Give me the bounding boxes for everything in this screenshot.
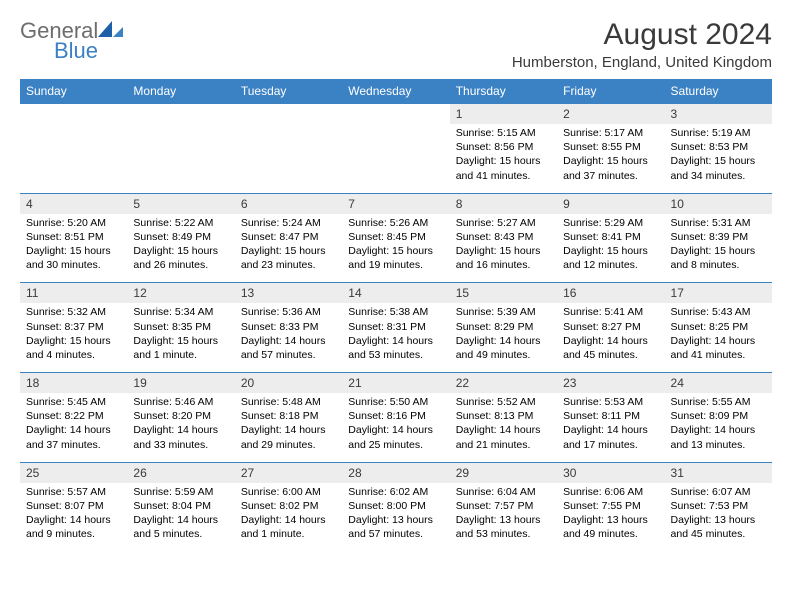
date-row: 18192021222324: [20, 373, 772, 394]
date-cell: 21: [342, 373, 449, 394]
info-cell: Sunrise: 6:07 AM Sunset: 7:53 PM Dayligh…: [665, 483, 772, 552]
date-cell: 30: [557, 462, 664, 483]
date-cell: 28: [342, 462, 449, 483]
info-cell: Sunrise: 5:50 AM Sunset: 8:16 PM Dayligh…: [342, 393, 449, 462]
info-cell: Sunrise: 5:26 AM Sunset: 8:45 PM Dayligh…: [342, 214, 449, 283]
date-cell: 12: [127, 283, 234, 304]
date-cell: 11: [20, 283, 127, 304]
info-cell: Sunrise: 5:41 AM Sunset: 8:27 PM Dayligh…: [557, 303, 664, 372]
date-cell: 2: [557, 104, 664, 125]
info-cell: [235, 124, 342, 193]
date-cell: 22: [450, 373, 557, 394]
date-cell: 20: [235, 373, 342, 394]
info-cell: Sunrise: 5:15 AM Sunset: 8:56 PM Dayligh…: [450, 124, 557, 193]
date-cell: 4: [20, 193, 127, 214]
date-cell: [235, 104, 342, 125]
info-cell: Sunrise: 5:43 AM Sunset: 8:25 PM Dayligh…: [665, 303, 772, 372]
weekday-header: Tuesday: [235, 79, 342, 104]
info-cell: Sunrise: 5:46 AM Sunset: 8:20 PM Dayligh…: [127, 393, 234, 462]
month-title: August 2024: [512, 18, 772, 52]
header: General Blue August 2024 Humberston, Eng…: [20, 18, 772, 71]
info-cell: Sunrise: 5:39 AM Sunset: 8:29 PM Dayligh…: [450, 303, 557, 372]
logo-text-blue: Blue: [54, 38, 124, 64]
info-row: Sunrise: 5:20 AM Sunset: 8:51 PM Dayligh…: [20, 214, 772, 283]
date-cell: [20, 104, 127, 125]
info-cell: Sunrise: 5:29 AM Sunset: 8:41 PM Dayligh…: [557, 214, 664, 283]
date-cell: 15: [450, 283, 557, 304]
date-cell: 8: [450, 193, 557, 214]
date-row: 11121314151617: [20, 283, 772, 304]
date-cell: 13: [235, 283, 342, 304]
calendar-table: Sunday Monday Tuesday Wednesday Thursday…: [20, 79, 772, 551]
info-cell: Sunrise: 5:24 AM Sunset: 8:47 PM Dayligh…: [235, 214, 342, 283]
date-cell: [342, 104, 449, 125]
date-cell: 14: [342, 283, 449, 304]
date-cell: 19: [127, 373, 234, 394]
weekday-header: Sunday: [20, 79, 127, 104]
date-cell: 17: [665, 283, 772, 304]
info-cell: Sunrise: 5:53 AM Sunset: 8:11 PM Dayligh…: [557, 393, 664, 462]
info-cell: Sunrise: 5:27 AM Sunset: 8:43 PM Dayligh…: [450, 214, 557, 283]
date-cell: 25: [20, 462, 127, 483]
info-cell: Sunrise: 5:59 AM Sunset: 8:04 PM Dayligh…: [127, 483, 234, 552]
date-cell: [127, 104, 234, 125]
date-cell: 9: [557, 193, 664, 214]
info-row: Sunrise: 5:15 AM Sunset: 8:56 PM Dayligh…: [20, 124, 772, 193]
date-cell: 31: [665, 462, 772, 483]
info-cell: Sunrise: 5:36 AM Sunset: 8:33 PM Dayligh…: [235, 303, 342, 372]
info-cell: Sunrise: 5:22 AM Sunset: 8:49 PM Dayligh…: [127, 214, 234, 283]
info-cell: Sunrise: 5:57 AM Sunset: 8:07 PM Dayligh…: [20, 483, 127, 552]
info-cell: Sunrise: 6:02 AM Sunset: 8:00 PM Dayligh…: [342, 483, 449, 552]
weekday-header: Saturday: [665, 79, 772, 104]
date-row: 123: [20, 104, 772, 125]
info-row: Sunrise: 5:57 AM Sunset: 8:07 PM Dayligh…: [20, 483, 772, 552]
info-cell: [342, 124, 449, 193]
info-cell: Sunrise: 6:00 AM Sunset: 8:02 PM Dayligh…: [235, 483, 342, 552]
info-cell: Sunrise: 6:04 AM Sunset: 7:57 PM Dayligh…: [450, 483, 557, 552]
location-subtitle: Humberston, England, United Kingdom: [512, 54, 772, 71]
info-cell: Sunrise: 5:31 AM Sunset: 8:39 PM Dayligh…: [665, 214, 772, 283]
date-row: 25262728293031: [20, 462, 772, 483]
info-cell: Sunrise: 5:32 AM Sunset: 8:37 PM Dayligh…: [20, 303, 127, 372]
date-cell: 23: [557, 373, 664, 394]
info-cell: Sunrise: 5:20 AM Sunset: 8:51 PM Dayligh…: [20, 214, 127, 283]
date-cell: 6: [235, 193, 342, 214]
info-cell: Sunrise: 5:17 AM Sunset: 8:55 PM Dayligh…: [557, 124, 664, 193]
date-cell: 24: [665, 373, 772, 394]
date-cell: 18: [20, 373, 127, 394]
info-cell: Sunrise: 6:06 AM Sunset: 7:55 PM Dayligh…: [557, 483, 664, 552]
weekday-header: Wednesday: [342, 79, 449, 104]
calendar-body: 123Sunrise: 5:15 AM Sunset: 8:56 PM Dayl…: [20, 104, 772, 552]
info-cell: Sunrise: 5:45 AM Sunset: 8:22 PM Dayligh…: [20, 393, 127, 462]
date-cell: 29: [450, 462, 557, 483]
weekday-header: Monday: [127, 79, 234, 104]
info-cell: Sunrise: 5:34 AM Sunset: 8:35 PM Dayligh…: [127, 303, 234, 372]
info-cell: Sunrise: 5:48 AM Sunset: 8:18 PM Dayligh…: [235, 393, 342, 462]
date-cell: 5: [127, 193, 234, 214]
info-cell: [20, 124, 127, 193]
info-cell: Sunrise: 5:19 AM Sunset: 8:53 PM Dayligh…: [665, 124, 772, 193]
info-row: Sunrise: 5:32 AM Sunset: 8:37 PM Dayligh…: [20, 303, 772, 372]
date-cell: 16: [557, 283, 664, 304]
info-cell: Sunrise: 5:55 AM Sunset: 8:09 PM Dayligh…: [665, 393, 772, 462]
weekday-header: Thursday: [450, 79, 557, 104]
info-row: Sunrise: 5:45 AM Sunset: 8:22 PM Dayligh…: [20, 393, 772, 462]
date-cell: 26: [127, 462, 234, 483]
info-cell: Sunrise: 5:52 AM Sunset: 8:13 PM Dayligh…: [450, 393, 557, 462]
info-cell: [127, 124, 234, 193]
date-cell: 27: [235, 462, 342, 483]
weekday-header: Friday: [557, 79, 664, 104]
logo: General Blue: [20, 18, 124, 64]
date-cell: 3: [665, 104, 772, 125]
title-block: August 2024 Humberston, England, United …: [512, 18, 772, 71]
date-row: 45678910: [20, 193, 772, 214]
date-cell: 10: [665, 193, 772, 214]
date-cell: 7: [342, 193, 449, 214]
date-cell: 1: [450, 104, 557, 125]
info-cell: Sunrise: 5:38 AM Sunset: 8:31 PM Dayligh…: [342, 303, 449, 372]
weekday-header-row: Sunday Monday Tuesday Wednesday Thursday…: [20, 79, 772, 104]
